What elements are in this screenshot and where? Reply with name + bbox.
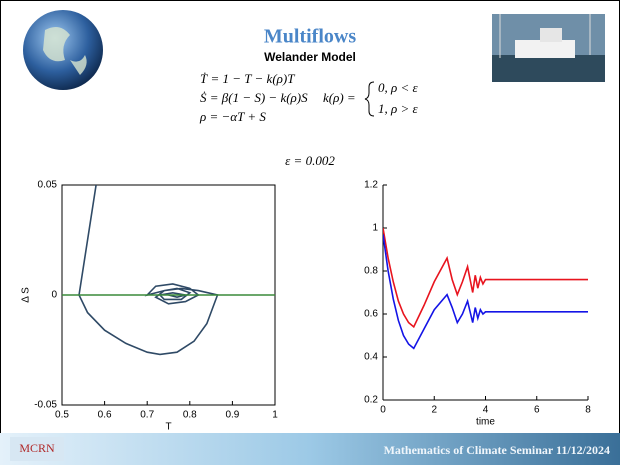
x-tick-label: 6 <box>534 405 540 416</box>
equation: Ṫ = 1 − T − k(ρ)T <box>200 71 295 86</box>
y-tick-label: 0 <box>51 290 57 301</box>
x-tick-label: 2 <box>431 405 437 416</box>
equation: ρ = −αT + S <box>199 109 266 124</box>
x-tick-label: 8 <box>585 405 591 416</box>
y-tick-label: 0.4 <box>364 352 378 363</box>
x-tick-label: 0.6 <box>98 410 112 421</box>
y-tick-label: 1.2 <box>364 180 378 191</box>
footer-text: Mathematics of Climate Seminar 11/12/202… <box>384 443 610 457</box>
x-axis-label: T <box>165 422 171 433</box>
slide: Multiflows Welander Model Ṫ = 1 − T − k(… <box>0 0 620 465</box>
brace <box>365 82 374 116</box>
x-axis-label: time <box>476 417 495 428</box>
x-tick-label: 0.5 <box>55 410 69 421</box>
y-tick-label: 0.6 <box>364 309 378 320</box>
x-tick-label: 0.8 <box>183 410 197 421</box>
k-case: 1, ρ > ε <box>378 101 419 116</box>
x-tick-label: 1 <box>272 410 278 421</box>
slide-canvas: Multiflows Welander Model Ṫ = 1 − T − k(… <box>0 0 620 465</box>
y-tick-label: 0.05 <box>38 180 58 191</box>
k-case: 0, ρ < ε <box>378 80 419 95</box>
y-tick-label: 1 <box>372 223 378 234</box>
x-tick-label: 0.9 <box>225 410 239 421</box>
y-tick-label: 0.2 <box>364 395 378 406</box>
y-tick-label: 0.8 <box>364 266 378 277</box>
k-definition: k(ρ) = <box>323 90 356 105</box>
slide-subtitle: Welander Model <box>264 50 356 64</box>
x-tick-label: 0.7 <box>140 410 154 421</box>
equation: Ṡ = β(1 − S) − k(ρ)S <box>200 90 308 105</box>
line-series <box>383 234 588 348</box>
y-axis-label: Δ S <box>21 287 32 303</box>
line-series <box>79 185 217 354</box>
epsilon: ε = 0.002 <box>285 153 335 168</box>
slide-title: Multiflows <box>264 26 356 48</box>
x-tick-label: 4 <box>483 405 489 416</box>
x-tick-label: 0 <box>380 405 386 416</box>
y-tick-label: -0.05 <box>34 400 57 411</box>
boat-image <box>492 14 605 82</box>
logo: MCRN <box>19 441 55 455</box>
